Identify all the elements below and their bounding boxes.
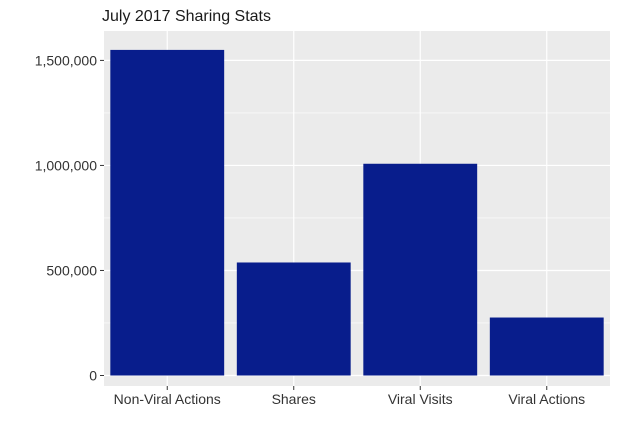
bars xyxy=(110,49,604,376)
y-tick-label: 0 xyxy=(89,367,97,383)
bar xyxy=(363,163,478,376)
y-tick-label: 1,000,000 xyxy=(35,157,97,173)
x-tick-label: Viral Actions xyxy=(508,391,585,407)
bar xyxy=(489,317,604,376)
y-axis: 0 500,000 1,000,000 1,500,000 xyxy=(35,52,104,383)
bar xyxy=(236,262,351,376)
x-tick-label: Non-Viral Actions xyxy=(114,391,221,407)
x-tick-label: Shares xyxy=(272,391,316,407)
y-tick-label: 1,500,000 xyxy=(35,52,97,68)
bar xyxy=(110,49,225,376)
x-tick-label: Viral Visits xyxy=(388,391,453,407)
x-axis: Non-Viral Actions Shares Viral Visits Viral… xyxy=(114,386,585,407)
chart-title: July 2017 Sharing Stats xyxy=(102,8,271,25)
y-tick-label: 500,000 xyxy=(46,262,97,278)
